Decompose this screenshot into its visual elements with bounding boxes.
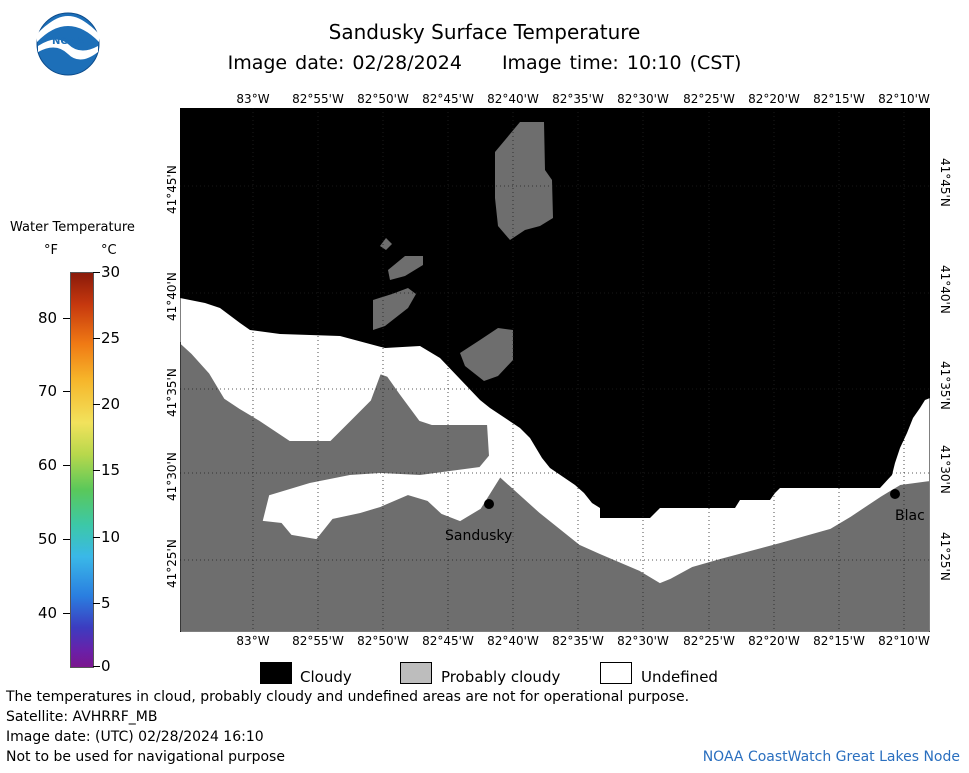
- legend-swatch-undefined: [600, 662, 632, 684]
- longitude-label-bottom: 82°50'W: [357, 634, 409, 648]
- longitude-label-top: 82°50'W: [357, 92, 409, 106]
- sandusky-marker: [484, 499, 494, 509]
- coastwatch-node-link[interactable]: NOAA CoastWatch Great Lakes Node: [702, 749, 960, 765]
- noaa-logo: NOAA: [36, 12, 100, 76]
- longitude-label-top: 82°20'W: [748, 92, 800, 106]
- longitude-label-bottom: 82°15'W: [813, 634, 865, 648]
- longitude-label-bottom: 82°20'W: [748, 634, 800, 648]
- longitude-label-bottom: 83°W: [236, 634, 270, 648]
- longitude-label-bottom: 82°35'W: [552, 634, 604, 648]
- probably-cloudy-area: [380, 238, 392, 250]
- probably-cloudy-area: [373, 288, 416, 330]
- image-date: Image date: 02/28/2024: [227, 52, 462, 74]
- colorbar-tick-c: 30: [101, 263, 121, 281]
- legend-label-probably-cloudy: Probably cloudy: [441, 668, 561, 686]
- disclaimer-text: The temperatures in cloud, probably clou…: [6, 689, 690, 705]
- longitude-label-top: 82°25'W: [683, 92, 735, 106]
- colorbar: [70, 272, 94, 668]
- colorbar-tick-c: 5: [101, 594, 111, 612]
- longitude-label-top: 82°45'W: [422, 92, 474, 106]
- legend-label-cloudy: Cloudy: [300, 668, 352, 686]
- probably-cloudy-area: [388, 256, 423, 280]
- colorbar-tick-f: 50: [38, 530, 58, 548]
- colorbar-tick-c: 20: [101, 395, 121, 413]
- colorbar-tick-f: 70: [38, 382, 58, 400]
- latitude-label-left: 41°30'N: [165, 452, 179, 501]
- longitude-label-top: 82°40'W: [487, 92, 539, 106]
- longitude-label-bottom: 82°55'W: [292, 634, 344, 648]
- colorbar-tick-mark: [93, 537, 100, 538]
- city-label-blac: Blac: [895, 508, 925, 524]
- colorbar-tick-mark: [63, 613, 70, 614]
- legend-swatch-probably-cloudy: [400, 662, 432, 684]
- colorbar-title: Water Temperature: [10, 220, 135, 235]
- land-area: [180, 340, 930, 632]
- probably-cloudy-area: [495, 122, 553, 240]
- colorbar-tick-mark: [93, 338, 100, 339]
- longitude-label-top: 82°30'W: [617, 92, 669, 106]
- latitude-label-left: 41°45'N: [165, 165, 179, 214]
- latitude-label-right: 41°25'N: [938, 532, 952, 581]
- longitude-label-top: 82°15'W: [813, 92, 865, 106]
- longitude-label-top: 82°35'W: [552, 92, 604, 106]
- logo-text: NOAA: [52, 36, 84, 47]
- legend-label-undefined: Undefined: [641, 668, 718, 686]
- longitude-label-top: 83°W: [236, 92, 270, 106]
- colorbar-tick-mark: [93, 470, 100, 471]
- satellite-text: Satellite: AVHRRF_MB: [6, 709, 158, 725]
- colorbar-tick-mark: [63, 391, 70, 392]
- colorbar-tick-c: 10: [101, 528, 121, 546]
- colorbar-tick-f: 60: [38, 456, 58, 474]
- longitude-label-top: 82°55'W: [292, 92, 344, 106]
- latitude-label-left: 41°40'N: [165, 272, 179, 321]
- colorbar-tick-mark: [93, 603, 100, 604]
- colorbar-unit-f: °F: [44, 243, 58, 258]
- colorbar-tick-f: 80: [38, 309, 58, 327]
- latitude-label-right: 41°45'N: [938, 158, 952, 207]
- city-label-sandusky: Sandusky: [445, 528, 512, 544]
- longitude-label-bottom: 82°45'W: [422, 634, 474, 648]
- map-title: Sandusky Surface Temperature: [328, 20, 641, 44]
- colorbar-tick-mark: [93, 272, 100, 273]
- longitude-label-bottom: 82°40'W: [487, 634, 539, 648]
- longitude-label-bottom: 82°25'W: [683, 634, 735, 648]
- latitude-label-left: 41°35'N: [165, 368, 179, 417]
- latitude-label-left: 41°25'N: [165, 539, 179, 588]
- blac-marker: [890, 489, 900, 499]
- longitude-label-top: 82°10'W: [878, 92, 930, 106]
- legend-swatch-cloudy: [260, 662, 292, 684]
- colorbar-tick-c: 15: [101, 461, 121, 479]
- colorbar-tick-f: 40: [38, 604, 58, 622]
- probably-cloudy-area: [460, 328, 513, 381]
- colorbar-tick-mark: [63, 318, 70, 319]
- temperature-map: Sandusky Blac: [180, 108, 930, 632]
- map-subtitle: Image date: 02/28/2024 Image time: 10:10 …: [0, 52, 969, 74]
- image-time: Image time: 10:10 (CST): [501, 52, 742, 74]
- cloudy-area: [180, 108, 930, 518]
- colorbar-tick-mark: [93, 666, 100, 667]
- graticule: [180, 108, 930, 632]
- longitude-label-bottom: 82°30'W: [617, 634, 669, 648]
- longitude-label-bottom: 82°10'W: [878, 634, 930, 648]
- colorbar-tick-c: 25: [101, 329, 121, 347]
- colorbar-tick-c: 0: [101, 657, 111, 675]
- colorbar-tick-mark: [63, 465, 70, 466]
- colorbar-unit-c: °C: [101, 243, 117, 258]
- latitude-label-right: 41°35'N: [938, 361, 952, 410]
- colorbar-tick-mark: [63, 539, 70, 540]
- latitude-label-right: 41°40'N: [938, 265, 952, 314]
- latitude-label-right: 41°30'N: [938, 445, 952, 494]
- colorbar-tick-mark: [93, 404, 100, 405]
- navigation-warning: Not to be used for navigational purpose: [6, 749, 285, 765]
- utc-date-text: Image date: (UTC) 02/28/2024 16:10: [6, 729, 264, 745]
